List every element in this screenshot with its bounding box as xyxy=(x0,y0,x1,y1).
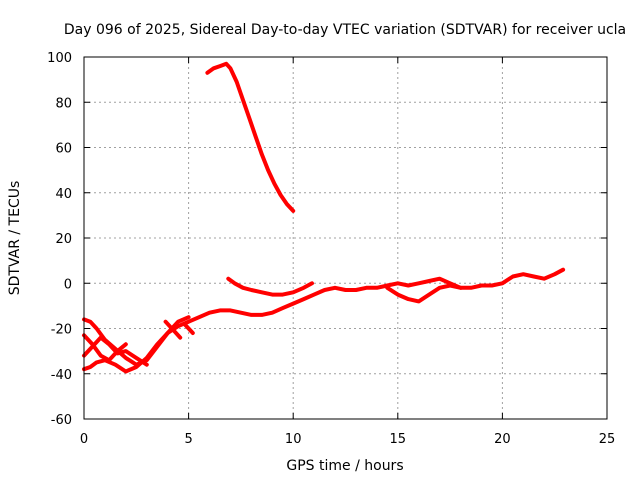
y-tick-label: 0 xyxy=(64,277,72,292)
series-line-spike-5 xyxy=(182,322,195,335)
series-layer xyxy=(82,61,566,374)
x-tick-label: 10 xyxy=(285,432,302,447)
chart-title: Day 096 of 2025, Sidereal Day-to-day VTE… xyxy=(64,22,626,38)
y-tick-label: 100 xyxy=(47,51,72,66)
series-line-mid-arc xyxy=(226,276,314,297)
y-tick-label: -20 xyxy=(51,323,72,338)
y-tick-label: 80 xyxy=(55,96,72,111)
x-axis-label: GPS time / hours xyxy=(286,458,403,474)
x-tick-label: 20 xyxy=(494,432,511,447)
series-line-main-track xyxy=(82,267,566,374)
series-line-high-arc xyxy=(205,61,296,213)
x-tick-label: 25 xyxy=(599,432,616,447)
y-tick-label: 40 xyxy=(55,187,72,202)
grid xyxy=(84,57,607,419)
series-line-dip-loop xyxy=(385,283,463,304)
y-tick-label: 60 xyxy=(55,142,72,157)
y-axis-label: SDTVAR / TECUs xyxy=(7,181,23,296)
series-line-secondary-track xyxy=(82,315,191,367)
series-line-spike-4 xyxy=(163,319,183,340)
y-tick-label: -40 xyxy=(51,368,72,383)
tick-layer: 0 5 10 15 20 25 -60 -40 -20 0 20 40 60 80 100 xyxy=(47,51,615,447)
x-tick-label: 15 xyxy=(390,432,407,447)
y-tick-label: -60 xyxy=(51,413,72,428)
x-tick-label: 0 xyxy=(80,432,88,447)
x-tick-label: 5 xyxy=(184,432,192,447)
y-tick-label: 20 xyxy=(55,232,72,247)
series-line-cross-track-b xyxy=(82,333,128,363)
